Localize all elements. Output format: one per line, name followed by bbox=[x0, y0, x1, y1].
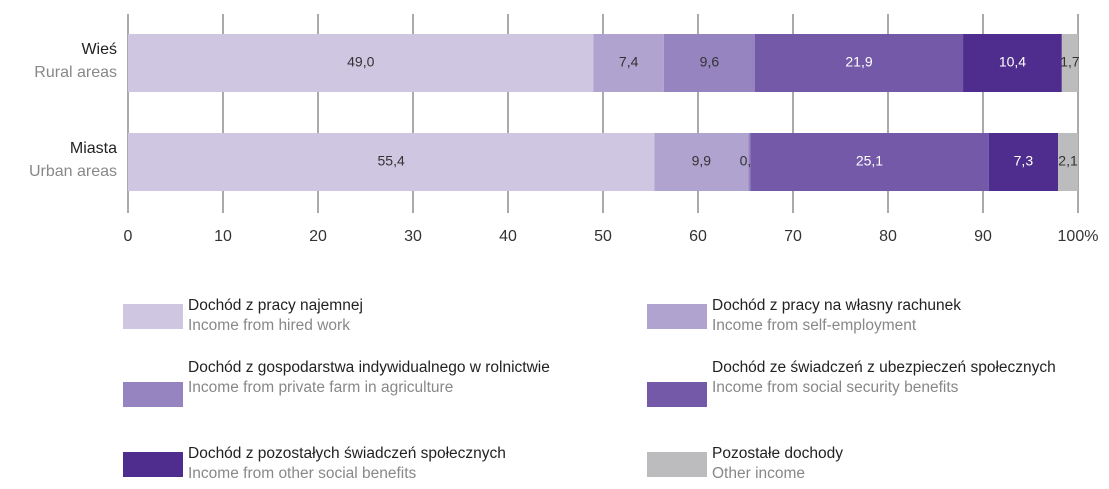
legend-label: Dochód z gospodarstwa indywidualnego w r… bbox=[188, 359, 550, 376]
value-label: 55,4 bbox=[378, 153, 405, 169]
bar-segment bbox=[963, 34, 1062, 92]
legend-item: Dochód z pozostałych świadczeń społeczny… bbox=[123, 444, 628, 484]
legend-label: Income from private farm in agriculture bbox=[188, 379, 454, 396]
legend-swatch bbox=[123, 452, 183, 477]
x-tick-label: 100% bbox=[1058, 228, 1099, 245]
bar-segment bbox=[1061, 34, 1078, 92]
legend-text: Dochód ze świadczeń z ubezpieczeń społec… bbox=[712, 358, 1109, 398]
bar-segment bbox=[748, 133, 751, 191]
value-label: 21,9 bbox=[845, 54, 872, 70]
legend-item: Dochód z gospodarstwa indywidualnego w r… bbox=[123, 358, 628, 407]
legend-swatch bbox=[647, 452, 707, 477]
value-label: 9,9 bbox=[692, 153, 712, 169]
bar-segment bbox=[593, 34, 664, 92]
legend-label: Income from social security benefits bbox=[712, 379, 959, 396]
category-label-en: Rural areas bbox=[34, 64, 117, 81]
legend-label: Pozostałe dochody bbox=[712, 445, 843, 462]
value-label: 9,6 bbox=[700, 54, 720, 70]
bar-segment bbox=[654, 133, 749, 191]
legend-item: Dochód z pracy najemnej Income from hired… bbox=[123, 296, 628, 336]
bar-segment bbox=[755, 34, 964, 92]
legend-swatch bbox=[123, 304, 183, 329]
legend-label: Dochód ze świadczeń z ubezpieczeń społec… bbox=[712, 359, 1056, 376]
bar-segment bbox=[663, 34, 755, 92]
bar-segment bbox=[128, 133, 655, 191]
x-tick-label: 30 bbox=[404, 228, 422, 245]
legend-label: Income from other social benefits bbox=[188, 465, 417, 482]
legend-label: Income from self-employment bbox=[712, 317, 917, 334]
x-tick-label: 20 bbox=[309, 228, 327, 245]
legend-item: Dochód ze świadczeń z ubezpieczeń społec… bbox=[647, 358, 1109, 407]
value-label: 7,4 bbox=[619, 54, 639, 70]
bar-segment bbox=[750, 133, 989, 191]
x-tick-label: 10 bbox=[214, 228, 232, 245]
value-label: 1,7 bbox=[1060, 54, 1080, 70]
legend-text: Dochód z pracy na własny rachunek Income … bbox=[712, 296, 1109, 336]
x-tick-label: 60 bbox=[689, 228, 707, 245]
category-label: Miasta bbox=[70, 140, 117, 157]
legend-label: Other income bbox=[712, 465, 806, 482]
legend-text: Pozostałe dochody Other income bbox=[712, 444, 1109, 484]
legend-text: Dochód z pracy najemnej Income from hired… bbox=[188, 296, 628, 336]
legend-item: Pozostałe dochody Other income bbox=[647, 444, 1109, 484]
value-label: 7,3 bbox=[1014, 153, 1034, 169]
x-tick-label: 40 bbox=[499, 228, 517, 245]
legend-swatch bbox=[123, 382, 183, 407]
legend-item: Dochód z pracy na własny rachunek Income … bbox=[647, 296, 1109, 336]
legend-label: Dochód z pracy na własny rachunek bbox=[712, 297, 961, 314]
value-label: 25,1 bbox=[856, 153, 883, 169]
value-label: 2,1 bbox=[1058, 153, 1078, 169]
x-tick-label: 90 bbox=[974, 228, 992, 245]
legend-text: Dochód z gospodarstwa indywidualnego w r… bbox=[188, 358, 628, 398]
x-tick-label: 70 bbox=[784, 228, 802, 245]
value-label: 10,4 bbox=[999, 54, 1026, 70]
x-tick-label: 80 bbox=[879, 228, 897, 245]
x-tick-label: 0 bbox=[124, 228, 133, 245]
category-label-en: Urban areas bbox=[29, 163, 117, 180]
legend-text: Dochód z pozostałych świadczeń społeczny… bbox=[188, 444, 628, 484]
bar-segment bbox=[128, 34, 594, 92]
category-label: Wieś bbox=[81, 41, 117, 58]
legend-label: Income from hired work bbox=[188, 317, 350, 334]
chart: 0 10 20 30 40 50 60 70 80 90 100% Wieś Rural areas 49… bbox=[29, 14, 1099, 245]
legend-label: Dochód z pozostałych świadczeń społeczny… bbox=[188, 445, 506, 462]
legend-swatch bbox=[647, 304, 707, 329]
x-tick-label: 50 bbox=[594, 228, 612, 245]
legend-label: Dochód z pracy najemnej bbox=[188, 297, 363, 314]
legend-swatch bbox=[647, 382, 707, 407]
value-label: 49,0 bbox=[347, 54, 374, 70]
bar-segment bbox=[988, 133, 1059, 191]
bar-segment bbox=[1058, 133, 1078, 191]
